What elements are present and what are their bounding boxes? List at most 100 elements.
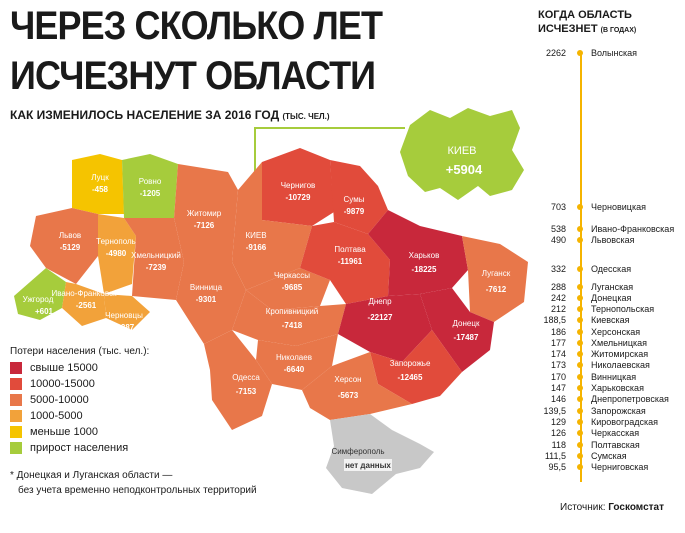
timeline-region-name: Луганская xyxy=(591,282,634,292)
timeline-region-name: Тернопольская xyxy=(591,304,655,314)
footnote-line-1: * Донецкая и Луганская области — xyxy=(10,470,173,481)
value-ivano-frankivsk: -2561 xyxy=(76,301,97,310)
label-simferopol: Симферополь xyxy=(331,447,384,456)
legend-label: 10000-15000 xyxy=(30,378,95,390)
label-chernivtsi: Черновцы xyxy=(105,311,143,320)
timeline-row: 212 Тернопольская xyxy=(524,303,684,315)
region-chernivtsi xyxy=(104,294,150,330)
timeline-row: 129 Кировоградская xyxy=(524,416,684,428)
value-dnipro: -22127 xyxy=(368,313,393,322)
footnote-line-2: без учета временно неподконтрольных терр… xyxy=(18,485,257,496)
timeline-region-name: Запорожская xyxy=(591,406,646,416)
region-lviv xyxy=(30,208,98,284)
timeline-region-name: Ивано-Франковская xyxy=(591,224,675,234)
legend-label: 1000-5000 xyxy=(30,410,83,422)
region-zakarpattia xyxy=(14,268,66,320)
value-kiev-inset: +5904 xyxy=(446,162,483,177)
source-label: Источник: xyxy=(560,502,606,513)
timeline-years: 186 xyxy=(550,327,566,337)
legend-label: 5000-10000 xyxy=(30,394,89,406)
value-sumy: -9879 xyxy=(344,207,365,216)
timeline-dot xyxy=(577,374,583,380)
title-line-2: ИСЧЕЗНУТ ОБЛАСТИ xyxy=(10,54,376,98)
label-vinnytsia: Винница xyxy=(190,283,223,292)
timeline-dot xyxy=(577,317,583,323)
source-name: Госкомстат xyxy=(608,502,664,513)
timeline-dot xyxy=(577,464,583,470)
value-odesa: -7153 xyxy=(236,387,257,396)
subtitle-text: КАК ИЗМЕНИЛОСЬ НАСЕЛЕНИЕ ЗА 2016 ГОД xyxy=(10,108,280,122)
timeline-dot xyxy=(577,50,583,56)
timeline-row: 111,5 Сумская xyxy=(524,450,684,462)
timeline-row: 490 Львовская xyxy=(524,234,684,246)
timeline-dot xyxy=(577,396,583,402)
timeline-dot xyxy=(577,442,583,448)
timeline-row: 177 Хмельницкая xyxy=(524,337,684,349)
timeline-years: 188,5 xyxy=(543,315,566,325)
value-chernivtsi: -1287 xyxy=(114,323,135,332)
timeline-dot xyxy=(577,295,583,301)
timeline-heading-unit: (В ГОДАХ) xyxy=(600,27,637,34)
legend-item: 1000-5000 xyxy=(10,408,149,424)
legend-label: прирост населения xyxy=(30,442,129,454)
region-kirovohrad xyxy=(232,290,346,346)
timeline-dot xyxy=(577,430,583,436)
timeline-years: 95,5 xyxy=(548,462,566,472)
timeline-row: 538 Ивано-Франковская xyxy=(524,223,684,235)
timeline-region-name: Житомирская xyxy=(591,349,649,359)
region-chernihiv xyxy=(262,148,334,226)
timeline-row: 95,5 Черниговская xyxy=(524,461,684,473)
legend-item: свыше 15000 xyxy=(10,360,149,376)
legend-swatch xyxy=(10,426,22,438)
label-kyiv: КИЕВ xyxy=(245,231,266,240)
label-cherkasy: Черкассы xyxy=(274,271,310,280)
timeline-dot xyxy=(577,226,583,232)
timeline-years: 332 xyxy=(550,264,566,274)
timeline-years: 538 xyxy=(550,224,566,234)
timeline-row: 173 Николаевская xyxy=(524,359,684,371)
timeline-years: 170 xyxy=(550,372,566,382)
legend-swatch xyxy=(10,410,22,422)
label-odesa: Одесса xyxy=(232,373,260,382)
timeline-region-name: Днепропетровская xyxy=(591,394,669,404)
timeline-region-name: Одесская xyxy=(591,264,632,274)
timeline-row: 288 Луганская xyxy=(524,281,684,293)
timeline-dot xyxy=(577,340,583,346)
value-ternopil: -4980 xyxy=(106,249,127,258)
timeline-row: 146 Днепропетровская xyxy=(524,393,684,405)
value-kyiv: -9166 xyxy=(246,243,267,252)
legend-label: свыше 15000 xyxy=(30,362,98,374)
legend-item: прирост населения xyxy=(10,440,149,456)
label-uzhhorod: Ужгород xyxy=(23,295,54,304)
timeline-years: 173 xyxy=(550,360,566,370)
timeline-dot xyxy=(577,419,583,425)
timeline-heading: КОГДА ОБЛАСТЬ ИСЧЕЗНЕТ (В ГОДАХ) xyxy=(538,8,636,38)
timeline-row: 703 Черновицкая xyxy=(524,201,684,213)
value-vinnytsia: -9301 xyxy=(196,295,217,304)
timeline-row: 139,5 Запорожская xyxy=(524,405,684,417)
label-lviv: Львов xyxy=(59,231,81,240)
value-zaporizhzhia: -12465 xyxy=(398,373,423,382)
timeline-years: 147 xyxy=(550,383,566,393)
timeline-years: 703 xyxy=(550,202,566,212)
region-kharkiv xyxy=(368,210,468,296)
region-luhansk xyxy=(462,236,528,322)
timeline-dot xyxy=(577,385,583,391)
timeline-years: 118 xyxy=(551,440,566,450)
label-zhytomyr: Житомир xyxy=(187,209,222,218)
timeline-years: 146 xyxy=(550,394,566,404)
timeline-row: 188,5 Киевская xyxy=(524,314,684,326)
value-mykolaiv: -6640 xyxy=(284,365,305,374)
region-crimea xyxy=(326,414,434,494)
label-donetsk: Донецк xyxy=(453,319,480,328)
timeline-heading-line-1: КОГДА ОБЛАСТЬ xyxy=(538,9,632,21)
region-cherkasy xyxy=(246,268,330,310)
legend-swatch xyxy=(10,394,22,406)
timeline-region-name: Кировоградская xyxy=(591,417,659,427)
region-dnipropetrovsk xyxy=(338,294,432,362)
region-donetsk xyxy=(420,288,494,372)
timeline-dot xyxy=(577,351,583,357)
region-mykolaiv xyxy=(256,334,338,390)
timeline-row: 174 Житомирская xyxy=(524,348,684,360)
region-kherson xyxy=(302,352,412,420)
